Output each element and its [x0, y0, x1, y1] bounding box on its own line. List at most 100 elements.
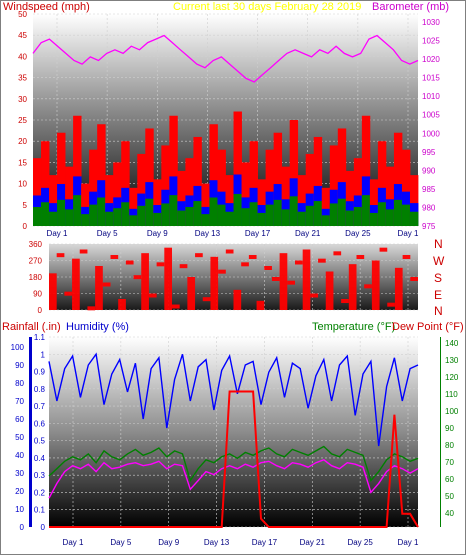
direction-mark: [156, 262, 165, 267]
direction-mark: [225, 249, 234, 254]
temperature-line: [48, 445, 419, 483]
wind-gust-bar: [169, 115, 178, 226]
wind-low-bar: [265, 204, 275, 226]
direction-mark: [310, 293, 319, 298]
y-tick-label: 0.2: [34, 488, 46, 497]
wind-gust-bar: [113, 162, 122, 226]
y-tick-label: 10: [18, 180, 27, 189]
wind-low-bar: [65, 209, 74, 226]
direction-mark: [348, 264, 357, 310]
y-tick-label: 0.3: [34, 471, 46, 480]
dir-label-n-bottom: N: [434, 304, 443, 318]
wind-low-bar: [161, 203, 170, 226]
y-tick-label: 0.8: [34, 385, 46, 394]
wind-low-bar: [345, 210, 355, 226]
y-tick-label: 0.6: [34, 419, 46, 428]
wind-gust-bar: [249, 141, 258, 226]
humidity-label: Humidity (%): [66, 321, 129, 333]
wind-gust-bar: [401, 149, 411, 226]
y-tick-label: 45: [18, 31, 27, 40]
wind-gust-bar: [289, 120, 299, 226]
wind-low-bar: [209, 197, 218, 226]
direction-mark: [210, 256, 219, 310]
y-tick-label: 90: [33, 290, 42, 299]
y-tick-label: 40: [18, 52, 27, 61]
y-tick-label: 0.5: [34, 437, 46, 446]
wind-low-bar: [153, 212, 162, 226]
wind-gust-bar: [337, 128, 347, 226]
direction-mark: [49, 273, 57, 310]
baro-tick-label: 980: [422, 203, 436, 212]
humidity-tick-label: 50: [15, 433, 24, 442]
wind-gust-bar: [321, 187, 331, 226]
temperature-tick-label: 60: [445, 475, 454, 484]
wind-gust-bar: [153, 179, 162, 226]
baro-tick-label: 1030: [422, 18, 440, 27]
baro-tick-label: 1005: [422, 111, 440, 120]
y-tick-label: 5: [23, 201, 28, 210]
direction-mark: [287, 280, 295, 285]
wind-gust-bar: [305, 153, 315, 226]
direction-mark: [133, 275, 142, 280]
baro-tick-label: 975: [422, 222, 436, 231]
wind-low-bar: [337, 198, 347, 226]
humidity-tick-label: 100: [11, 343, 25, 352]
wind-gust-bar: [97, 124, 106, 226]
wind-low-bar: [289, 196, 299, 226]
x-tick-label: Day 1: [63, 538, 84, 547]
direction-mark: [394, 267, 403, 310]
direction-mark: [271, 277, 280, 281]
baro-tick-label: 990: [422, 166, 436, 175]
wind-gust-bar: [241, 162, 250, 226]
wind-gust-bar: [281, 166, 291, 226]
direction-mark: [333, 251, 342, 256]
x-tick-label: Day 17: [252, 538, 278, 547]
direction-mark: [202, 297, 211, 302]
wind-gust-bar: [81, 183, 90, 226]
y-tick-label: 25: [18, 116, 27, 125]
direction-mark: [164, 247, 172, 310]
direction-mark: [141, 253, 149, 310]
wind-low-bar: [73, 195, 82, 226]
wind-gust-bar: [345, 170, 355, 226]
direction-mark: [279, 253, 288, 310]
wind-low-bar: [97, 197, 106, 226]
direction-mark: [110, 255, 119, 259]
temperature-axis-line: [440, 337, 441, 527]
wind-gust-bar: [121, 141, 130, 226]
wind-low-bar: [273, 199, 283, 226]
x-tick-label: Day 5: [97, 229, 118, 238]
wind-low-bar: [233, 193, 242, 226]
baro-tick-label: 1015: [422, 74, 440, 83]
direction-mark: [295, 260, 303, 265]
direction-mark: [410, 277, 418, 281]
wind-gust-bar: [137, 153, 146, 226]
wind-low-bar: [185, 207, 194, 226]
direction-mark: [402, 255, 411, 259]
y-tick-label: 180: [29, 273, 43, 282]
direction-mark: [187, 277, 196, 310]
wind-gust-bar: [385, 166, 395, 226]
y-tick-label: 1: [41, 350, 46, 359]
y-tick-label: 1.1: [34, 333, 46, 342]
x-tick-label: Day 5: [110, 538, 131, 547]
wind-gust-bar: [369, 179, 379, 226]
temperature-label: Temperature (°F): [312, 321, 395, 333]
wind-gust-bar: [233, 111, 242, 226]
wind-gust-bar: [393, 132, 403, 226]
direction-mark: [72, 258, 80, 310]
direction-mark: [371, 260, 380, 310]
direction-mark: [318, 258, 326, 263]
x-tick-label: Day 1: [47, 229, 68, 238]
humidity-tick-label: 90: [15, 361, 24, 370]
x-tick-label: Day 25: [347, 538, 373, 547]
wind-low-bar: [145, 198, 154, 226]
x-tick-label: Day 21: [295, 229, 321, 238]
wind-low-bar: [385, 209, 395, 226]
y-tick-label: 0.4: [34, 454, 46, 463]
wind-gust-bar: [297, 175, 307, 226]
wind-gust-bar: [409, 175, 419, 226]
wind-gust-bar: [161, 145, 170, 226]
wind-gust-bar: [265, 149, 275, 226]
